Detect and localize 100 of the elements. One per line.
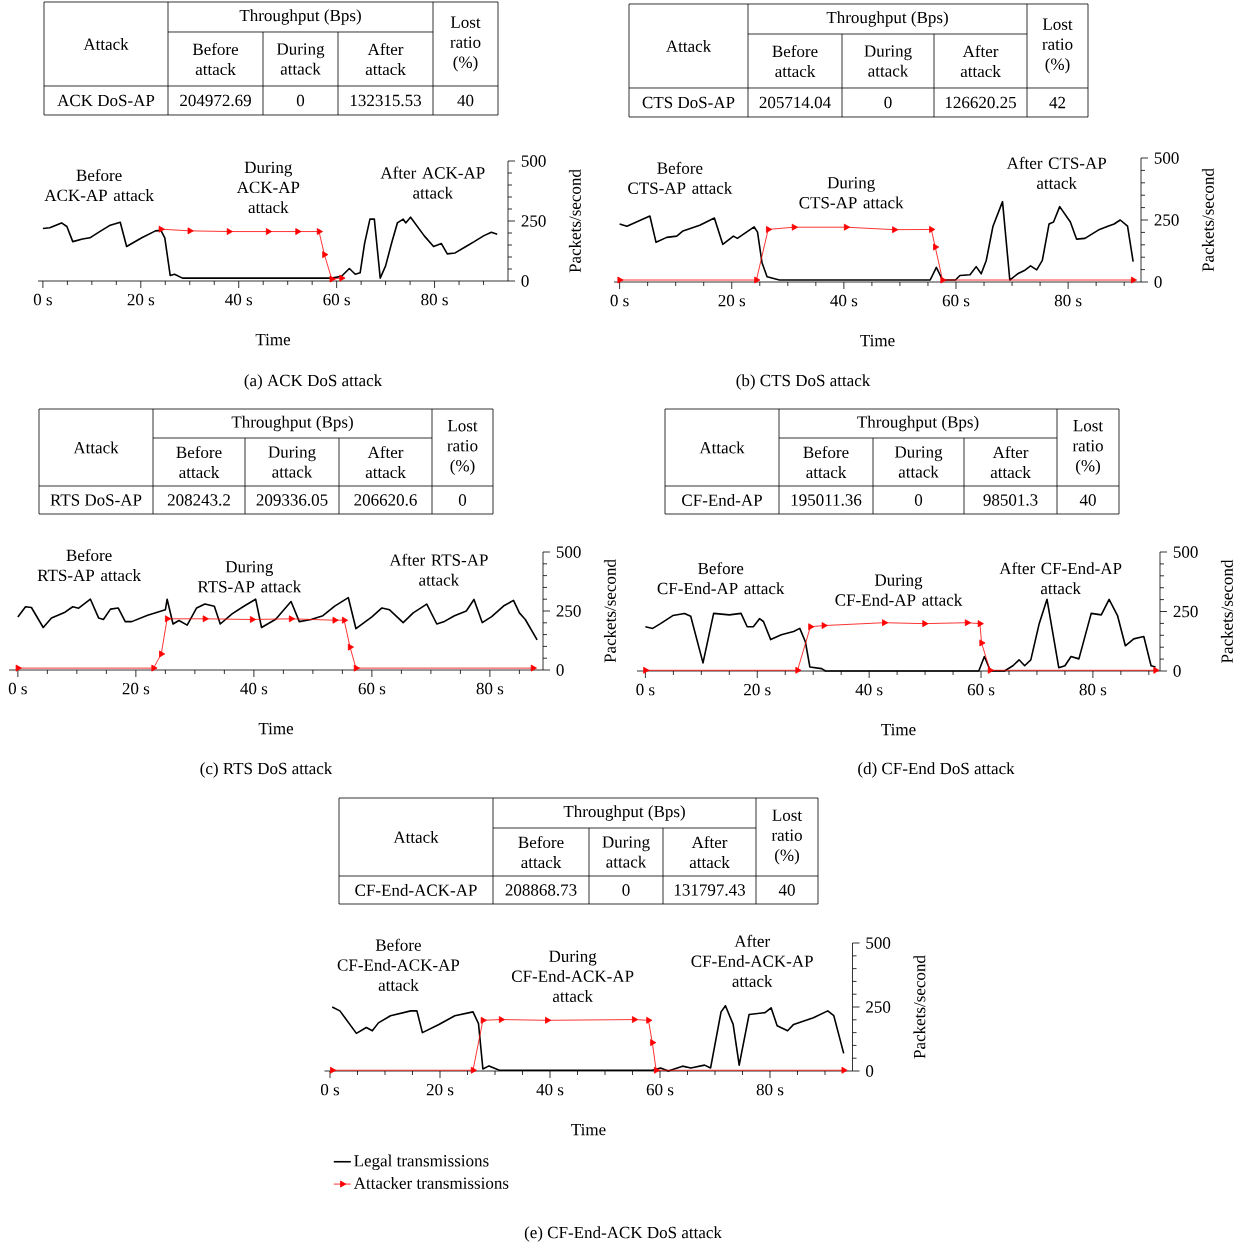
annotation: During RTS-AP attack [197, 561, 302, 593]
text: Before attack [192, 42, 239, 76]
x-tick-label: 80 s [1054, 294, 1082, 307]
text: 204972.69 [180, 94, 251, 107]
text: During attack [864, 45, 912, 77]
text: 131797.43 [674, 884, 745, 896]
point [151, 664, 158, 672]
y-tick-label: 500 [1154, 152, 1179, 164]
point [964, 619, 971, 627]
annotation: During CF-End-ACK-AP attack [511, 950, 634, 1003]
point [654, 1066, 661, 1074]
x-tick-label: 0 s [610, 294, 629, 307]
text: Before attack [518, 835, 564, 869]
x-tick-label: 40 s [830, 294, 858, 307]
point [339, 274, 346, 282]
point [843, 223, 851, 231]
x-tick-label: 40 s [240, 682, 268, 695]
y-tick-label: 250 [556, 605, 581, 617]
point [791, 223, 798, 231]
point [892, 226, 899, 234]
point [977, 620, 984, 628]
text: 0 [458, 494, 467, 506]
text: 0 [296, 94, 305, 107]
x-axis-title: Time [255, 333, 291, 346]
text: Attack [83, 38, 129, 50]
x-axis-title: Time [258, 722, 294, 735]
point [329, 275, 336, 283]
point [202, 615, 209, 623]
point [187, 227, 194, 235]
text: Before attack [803, 445, 849, 479]
point [353, 664, 360, 672]
point [929, 226, 936, 233]
point [940, 276, 947, 284]
text: Attack [666, 40, 712, 52]
y-tick-label: 0 [1173, 665, 1181, 677]
annotation: Before RTS-AP attack [37, 548, 141, 582]
annotation: After CF-End-ACK-AP attack [691, 934, 813, 988]
annotation: During ACK-AP attack [236, 161, 300, 214]
y-tick-label: 0 [1154, 276, 1162, 288]
legend-label: Attacker transmissions [353, 1176, 509, 1189]
x-tick-label: 20 s [426, 1083, 454, 1096]
point [617, 276, 624, 284]
annotation: Before CF-End-ACK-AP attack [337, 938, 460, 991]
text: 42 [1049, 96, 1066, 109]
text: After attack [365, 445, 406, 479]
point [316, 228, 323, 235]
point [987, 666, 994, 674]
annotation: After RTS-AP attack [389, 553, 488, 586]
x-tick-label: 80 s [476, 682, 504, 695]
point [322, 251, 329, 259]
y-tick-label: 250 [1173, 605, 1198, 618]
x-axis-title: Time [881, 723, 916, 736]
point [249, 616, 257, 623]
y-axis-title: Packets/second [1220, 559, 1233, 663]
x-tick-label: 20 s [718, 294, 746, 307]
point [15, 664, 22, 672]
point [1153, 666, 1160, 674]
y-tick-label: 500 [556, 546, 581, 558]
annotation: Before CF-End-AP attack [657, 562, 785, 595]
text: Lost ratio (%) [1042, 18, 1073, 74]
text: Throughput (Bps) [239, 9, 361, 25]
point [882, 619, 889, 627]
text: Throughput (Bps) [857, 415, 979, 432]
text: ACK DoS-AP [57, 94, 155, 107]
point [545, 1016, 552, 1024]
text: 98501.3 [983, 494, 1038, 506]
x-tick-label: 0 s [8, 682, 27, 695]
text: During attack [268, 446, 316, 478]
text: 205714.04 [759, 96, 831, 109]
point [288, 615, 295, 623]
text: (c) RTS DoS attack [200, 762, 333, 778]
text: (d) CF-End DoS attack [858, 762, 1015, 778]
x-tick-label: 80 s [756, 1083, 784, 1096]
x-tick-label: 60 s [942, 294, 970, 307]
text: After attack [960, 44, 1001, 78]
annotation: Before ACK-AP attack [44, 168, 154, 202]
point [347, 643, 354, 651]
x-tick-label: 40 s [855, 683, 883, 696]
point [808, 623, 815, 631]
x-tick-label: 60 s [358, 682, 386, 695]
text: 126620.25 [945, 96, 1016, 109]
text: After attack [365, 42, 406, 76]
annotation: After ACK-AP attack [380, 166, 485, 199]
x-tick-label: 0 s [636, 683, 655, 696]
x-tick-label: 0 s [33, 293, 52, 306]
text: CTS DoS-AP [642, 96, 735, 109]
text: After attack [689, 835, 730, 869]
text: During attack [276, 43, 325, 75]
point [754, 276, 761, 284]
text: 40 [1079, 494, 1096, 506]
point [795, 666, 802, 674]
text: (b) CTS DoS attack [736, 374, 871, 390]
x-tick-label: 80 s [1079, 683, 1107, 696]
x-tick-label: 40 s [536, 1083, 564, 1096]
annotation: After CF-End-AP attack [999, 562, 1122, 595]
x-tick-label: 20 s [127, 293, 155, 306]
point [933, 243, 940, 251]
text: 40 [778, 884, 795, 896]
line-series [17, 596, 538, 641]
text: During attack [602, 836, 650, 868]
